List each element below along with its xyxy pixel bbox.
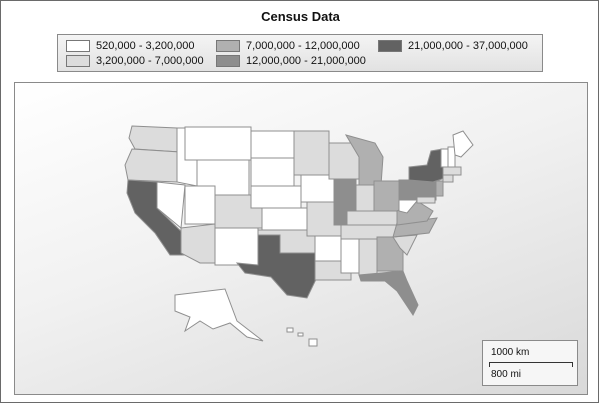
legend-swatch — [66, 40, 90, 52]
us-choropleth-map[interactable] — [15, 83, 587, 394]
state-montana[interactable] — [184, 126, 252, 161]
state-kansas[interactable] — [261, 207, 308, 231]
state-maine[interactable] — [452, 130, 474, 158]
state-texas[interactable] — [235, 234, 321, 299]
legend-swatch — [378, 40, 402, 52]
state-maryland[interactable] — [416, 196, 436, 204]
state-hawaii-1[interactable] — [286, 327, 294, 333]
scale-km-label: 1000 km — [491, 347, 530, 358]
state-hawaii-3[interactable] — [308, 338, 318, 347]
state-south-dakota[interactable] — [250, 157, 295, 187]
state-hawaii-2[interactable] — [297, 332, 304, 337]
legend-item: 3,200,000 - 7,000,000 — [66, 55, 204, 67]
legend-label: 3,200,000 - 7,000,000 — [96, 55, 204, 67]
scale-mi-label: 800 mi — [491, 369, 522, 380]
legend: 520,000 - 3,200,000 3,200,000 - 7,000,00… — [57, 34, 543, 72]
state-arizona[interactable] — [180, 223, 216, 264]
legend-swatch — [216, 55, 240, 67]
state-new-mexico[interactable] — [214, 227, 259, 266]
legend-label: 21,000,000 - 37,000,000 — [408, 40, 528, 52]
state-minnesota[interactable] — [293, 130, 330, 176]
state-arkansas[interactable] — [314, 235, 342, 262]
map-title: Census Data — [261, 9, 340, 24]
state-north-dakota[interactable] — [250, 130, 295, 159]
state-alabama[interactable] — [358, 238, 378, 276]
legend-label: 7,000,000 - 12,000,000 — [246, 40, 360, 52]
state-new-hampshire[interactable] — [447, 146, 456, 168]
map-panel[interactable]: 1000 km 800 mi — [14, 82, 588, 395]
state-connecticut[interactable] — [442, 174, 454, 183]
legend-swatch — [66, 55, 90, 67]
legend-item: 21,000,000 - 37,000,000 — [378, 40, 528, 52]
legend-swatch — [216, 40, 240, 52]
state-wyoming[interactable] — [196, 159, 250, 196]
state-vermont[interactable] — [440, 148, 449, 168]
state-new-jersey[interactable] — [435, 180, 444, 197]
legend-label: 12,000,000 - 21,000,000 — [246, 55, 366, 67]
scale-line — [489, 362, 573, 367]
state-massachusetts[interactable] — [442, 166, 462, 176]
state-mississippi[interactable] — [340, 238, 360, 274]
scale-bar: 1000 km 800 mi — [482, 340, 578, 386]
legend-label: 520,000 - 3,200,000 — [96, 40, 195, 52]
state-kentucky[interactable] — [346, 210, 398, 226]
state-florida[interactable] — [358, 270, 419, 316]
state-oregon[interactable] — [124, 148, 181, 183]
legend-item: 520,000 - 3,200,000 — [66, 40, 194, 52]
state-alaska[interactable] — [174, 288, 264, 342]
state-ohio[interactable] — [373, 180, 400, 212]
state-utah[interactable] — [184, 185, 216, 225]
state-new-york[interactable] — [408, 148, 446, 183]
state-nebraska[interactable] — [250, 185, 302, 209]
legend-item: 7,000,000 - 12,000,000 — [216, 40, 360, 52]
legend-item: 12,000,000 - 21,000,000 — [216, 55, 366, 67]
state-washington[interactable] — [128, 125, 181, 153]
